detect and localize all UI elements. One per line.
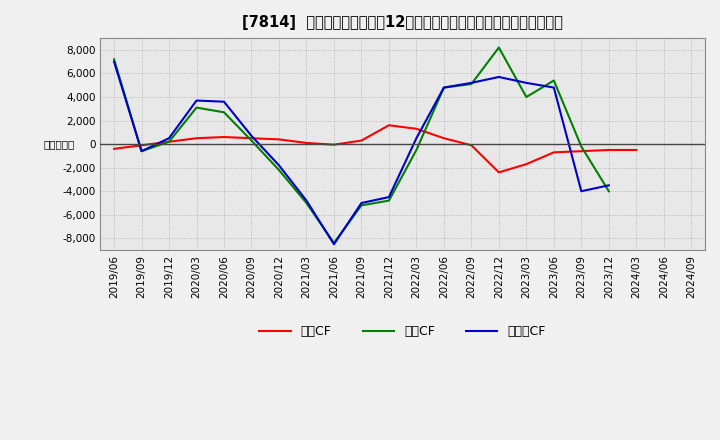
フリーCF bbox=[109, 59, 118, 64]
Y-axis label: （百万円）: （百万円） bbox=[44, 139, 75, 149]
フリーCF bbox=[192, 98, 201, 103]
投資CF bbox=[357, 203, 366, 208]
投資CF bbox=[247, 138, 256, 143]
フリーCF bbox=[138, 149, 146, 154]
投資CF bbox=[274, 167, 283, 172]
フリーCF bbox=[220, 99, 228, 104]
投資CF bbox=[165, 139, 174, 144]
投資CF bbox=[495, 45, 503, 50]
フリーCF bbox=[412, 136, 420, 141]
営業CF bbox=[632, 147, 641, 153]
投資CF bbox=[384, 198, 393, 203]
営業CF bbox=[577, 149, 585, 154]
営業CF bbox=[412, 126, 420, 132]
フリーCF bbox=[302, 198, 311, 203]
投資CF bbox=[109, 57, 118, 62]
Legend: 営業CF, 投資CF, フリーCF: 営業CF, 投資CF, フリーCF bbox=[254, 320, 551, 343]
フリーCF bbox=[440, 85, 449, 90]
Line: 営業CF: 営業CF bbox=[114, 125, 636, 172]
投資CF bbox=[302, 200, 311, 205]
投資CF bbox=[192, 105, 201, 110]
営業CF bbox=[302, 140, 311, 146]
投資CF bbox=[412, 147, 420, 153]
営業CF bbox=[274, 137, 283, 142]
フリーCF bbox=[605, 183, 613, 188]
投資CF bbox=[138, 149, 146, 154]
フリーCF bbox=[165, 136, 174, 141]
営業CF bbox=[522, 161, 531, 167]
営業CF bbox=[357, 138, 366, 143]
投資CF bbox=[605, 189, 613, 194]
Line: フリーCF: フリーCF bbox=[114, 62, 609, 244]
フリーCF bbox=[495, 74, 503, 80]
投資CF bbox=[522, 94, 531, 99]
営業CF bbox=[192, 136, 201, 141]
営業CF bbox=[109, 146, 118, 151]
投資CF bbox=[440, 85, 449, 90]
フリーCF bbox=[357, 200, 366, 205]
フリーCF bbox=[330, 242, 338, 247]
フリーCF bbox=[247, 133, 256, 139]
営業CF bbox=[247, 136, 256, 141]
Title: [7814]  キャッシュフローの12か月移動合計の対前年同期増減額の推移: [7814] キャッシュフローの12か月移動合計の対前年同期増減額の推移 bbox=[242, 15, 563, 30]
フリーCF bbox=[522, 80, 531, 85]
投資CF bbox=[220, 110, 228, 115]
フリーCF bbox=[577, 189, 585, 194]
営業CF bbox=[605, 147, 613, 153]
フリーCF bbox=[384, 194, 393, 200]
営業CF bbox=[384, 123, 393, 128]
営業CF bbox=[330, 142, 338, 147]
フリーCF bbox=[549, 85, 558, 90]
投資CF bbox=[330, 240, 338, 246]
投資CF bbox=[467, 81, 476, 87]
フリーCF bbox=[274, 163, 283, 168]
投資CF bbox=[549, 78, 558, 83]
投資CF bbox=[577, 144, 585, 149]
Line: 投資CF: 投資CF bbox=[114, 48, 609, 243]
営業CF bbox=[165, 139, 174, 144]
営業CF bbox=[549, 150, 558, 155]
営業CF bbox=[440, 136, 449, 141]
営業CF bbox=[138, 143, 146, 148]
営業CF bbox=[495, 170, 503, 175]
フリーCF bbox=[467, 80, 476, 85]
営業CF bbox=[467, 143, 476, 148]
営業CF bbox=[220, 134, 228, 139]
